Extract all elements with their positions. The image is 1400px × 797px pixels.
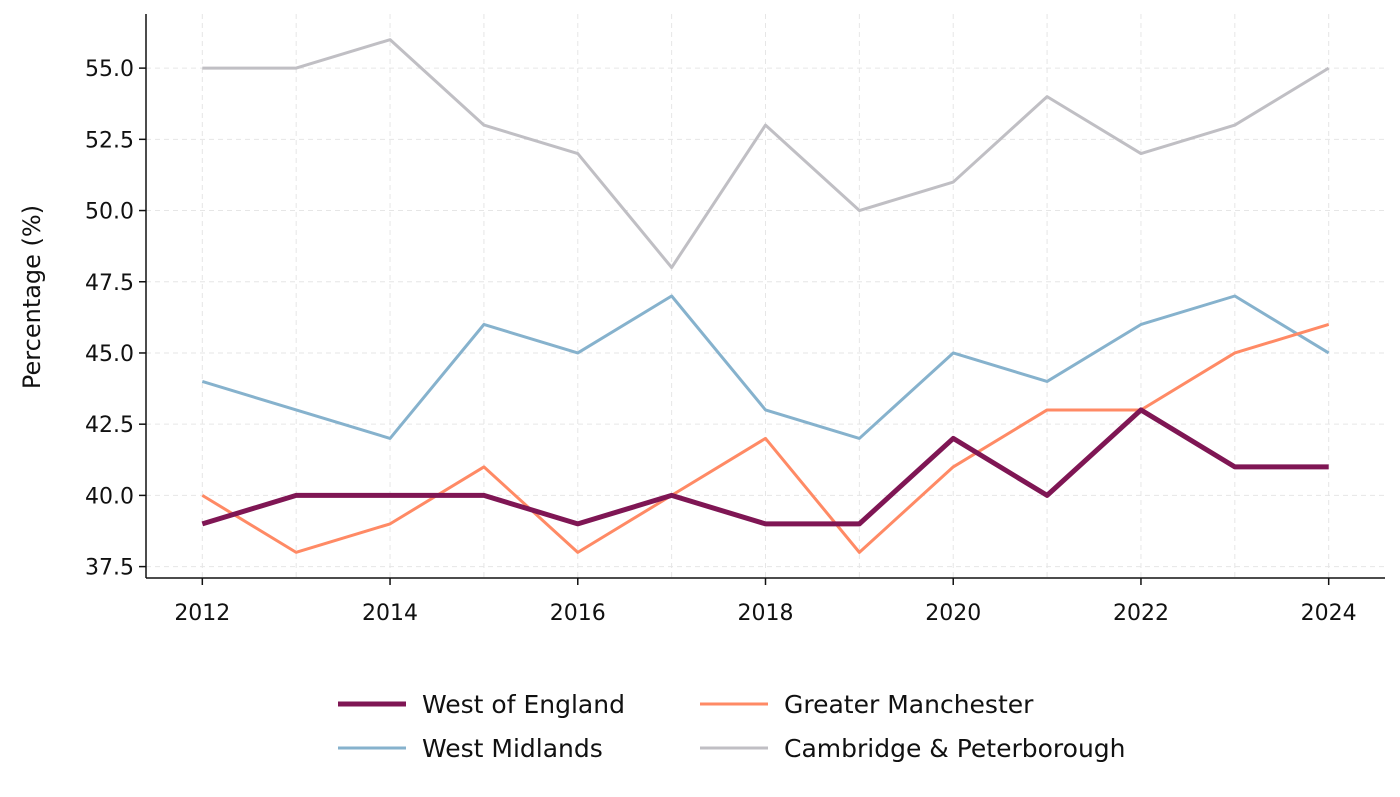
series-line-west-midlands [201,294,1330,440]
x-tick-label: 2012 [174,601,230,626]
legend-label: West Midlands [422,734,603,763]
y-tick-label: 47.5 [85,271,134,296]
y-tick-label: 50.0 [85,200,134,225]
series-line-west-of-england [201,407,1329,527]
ticks: 37.5 40.0 42.5 45.0 47.5 50.0 52.5 55.0 2012 2014… [85,57,1357,626]
legend-label: Greater Manchester [784,690,1034,719]
legend-label: West of England [422,690,625,719]
x-tick-label: 2022 [1113,601,1169,626]
y-tick-label: 42.5 [85,413,134,438]
x-tick-label: 2016 [550,601,606,626]
legend: West of England Greater Manchester West Mi… [338,690,1126,763]
y-tick-label: 55.0 [85,57,134,82]
legend-item: Cambridge & Peterborough [700,734,1126,763]
y-axis-label: Percentage (%) [18,205,46,389]
series-lines [201,38,1330,554]
series-line-cambridge-peterborough [202,38,1330,270]
y-tick-label: 52.5 [85,128,134,153]
legend-item: Greater Manchester [700,690,1034,719]
y-tick-label: 37.5 [85,556,134,581]
x-tick-label: 2018 [738,601,794,626]
legend-item: West of England [338,690,625,719]
x-tick-label: 2020 [925,601,981,626]
x-tick-label: 2014 [362,601,418,626]
y-tick-label: 45.0 [85,342,134,367]
legend-label: Cambridge & Peterborough [784,734,1126,763]
legend-item: West Midlands [338,734,603,763]
y-tick-label: 40.0 [85,484,134,509]
x-tick-label: 2024 [1301,601,1357,626]
